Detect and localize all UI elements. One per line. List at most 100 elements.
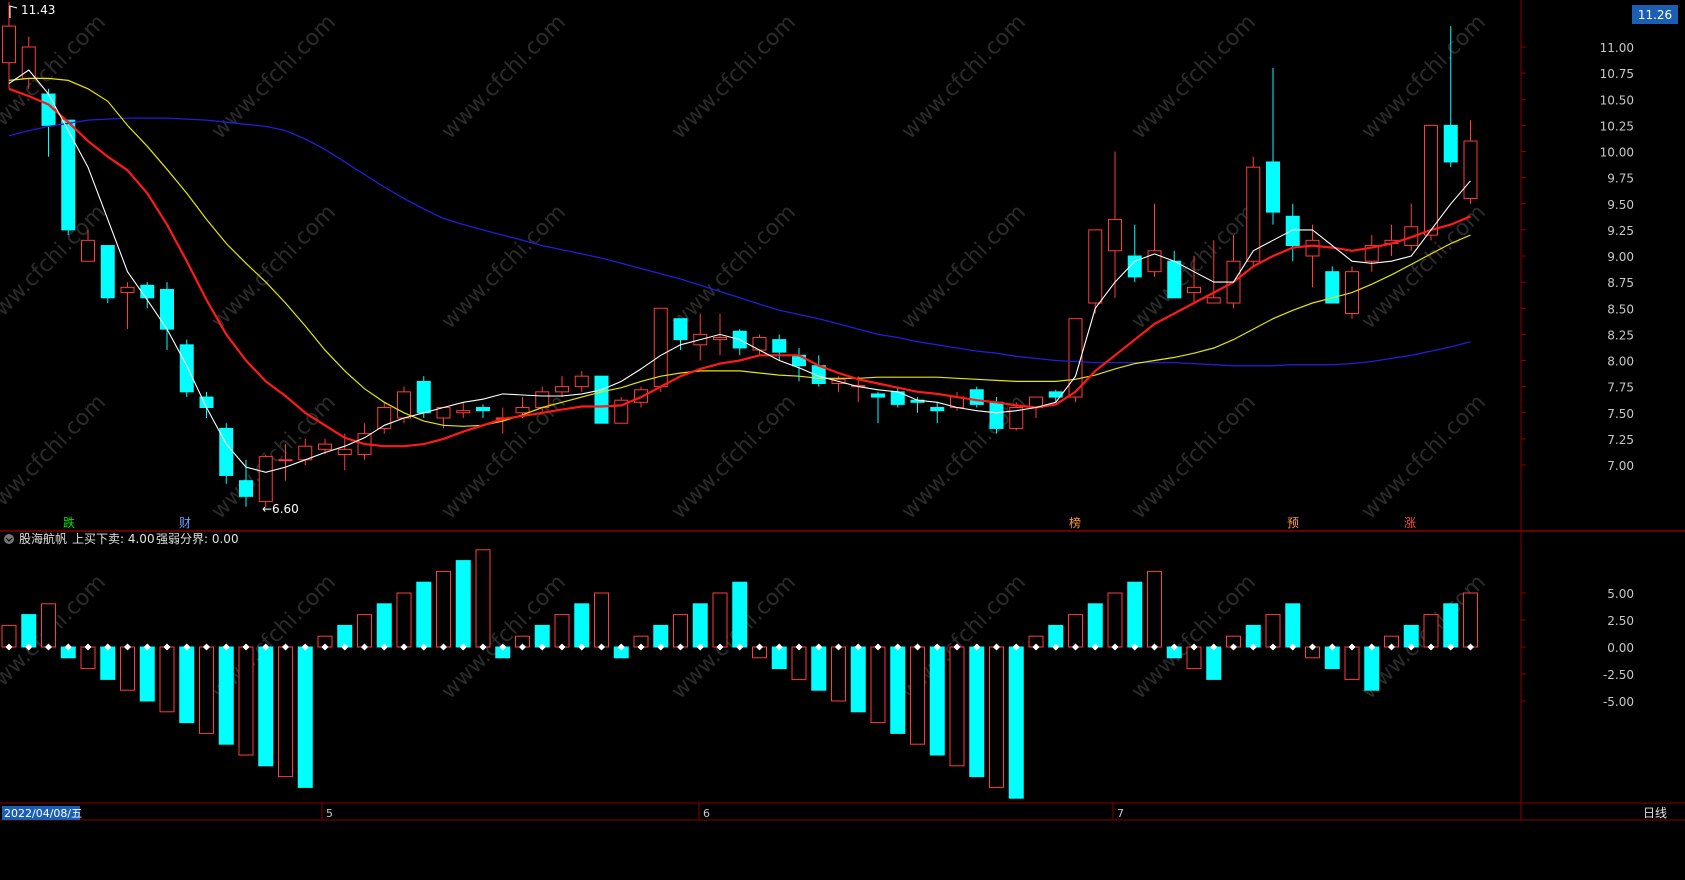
candle[interactable]	[1068, 318, 1083, 403]
candle[interactable]	[1325, 266, 1340, 304]
indicator-bar[interactable]	[1087, 603, 1103, 648]
indicator-bar[interactable]	[594, 592, 609, 648]
candle[interactable]	[1108, 151, 1122, 298]
indicator-bar[interactable]	[574, 603, 590, 648]
candle[interactable]	[278, 444, 293, 481]
candle[interactable]	[61, 119, 76, 236]
indicator-bar[interactable]	[258, 646, 274, 767]
candle[interactable]	[555, 376, 569, 398]
indicator-bar[interactable]	[475, 549, 491, 648]
candle[interactable]	[1088, 229, 1103, 314]
candle[interactable]	[1285, 203, 1300, 262]
candle[interactable]	[1364, 235, 1379, 272]
candle[interactable]	[1246, 156, 1261, 267]
indicator-bar[interactable]	[1265, 614, 1281, 648]
candle[interactable]	[456, 402, 471, 418]
indicator-bar[interactable]	[1285, 603, 1301, 648]
candle[interactable]	[1187, 256, 1201, 304]
indicator-bar[interactable]	[1364, 646, 1380, 691]
indicator-bar[interactable]	[297, 646, 313, 788]
candle[interactable]	[1463, 120, 1478, 204]
indicator-bar[interactable]	[1068, 614, 1083, 648]
indicator-bar[interactable]	[949, 646, 965, 767]
candle[interactable]	[377, 402, 392, 434]
indicator-bar[interactable]	[139, 646, 155, 702]
indicator-bar[interactable]	[712, 592, 728, 648]
candle[interactable]	[910, 397, 925, 413]
indicator-bar[interactable]	[1344, 646, 1360, 680]
indicator-bar[interactable]	[910, 646, 925, 745]
indicator-bar[interactable]	[870, 646, 886, 724]
indicator-bar[interactable]	[554, 614, 570, 648]
indicator-bar[interactable]	[831, 646, 846, 702]
indicator-bar[interactable]	[159, 646, 175, 713]
candle[interactable]	[160, 282, 174, 351]
candle[interactable]	[1147, 203, 1162, 277]
indicator-bar[interactable]	[1443, 603, 1459, 648]
indicator-bar[interactable]	[21, 614, 37, 648]
indicator-bar[interactable]	[1206, 646, 1222, 680]
candle[interactable]	[653, 307, 668, 392]
candle[interactable]	[219, 423, 234, 484]
candle[interactable]	[1404, 203, 1419, 251]
candle[interactable]	[179, 339, 194, 398]
candle[interactable]	[1266, 67, 1280, 225]
candle[interactable]	[298, 438, 313, 465]
indicator-bar[interactable]	[120, 646, 135, 691]
candle[interactable]	[357, 423, 372, 460]
indicator-bar[interactable]	[732, 581, 748, 648]
indicator-bar[interactable]	[969, 646, 985, 778]
candle[interactable]	[1384, 224, 1399, 256]
candle[interactable]	[258, 454, 273, 507]
candle[interactable]	[574, 370, 589, 392]
indicator-bar[interactable]	[1147, 570, 1162, 648]
indicator-bar[interactable]	[929, 646, 945, 756]
candle[interactable]	[811, 355, 826, 387]
candle[interactable]	[1167, 250, 1182, 299]
candle[interactable]	[594, 375, 609, 424]
candle[interactable]	[752, 334, 767, 356]
candle[interactable]	[871, 391, 885, 424]
candle[interactable]	[41, 88, 56, 157]
candle[interactable]	[140, 282, 155, 309]
indicator-bar[interactable]	[376, 603, 392, 648]
candle[interactable]	[120, 282, 135, 330]
candle[interactable]	[1009, 402, 1024, 431]
indicator-bar[interactable]	[179, 646, 195, 724]
candle[interactable]	[930, 402, 945, 424]
indicator-bar[interactable]	[100, 646, 116, 680]
indicator-bar[interactable]	[1463, 592, 1478, 648]
indicator-bar[interactable]	[436, 570, 451, 648]
indicator-bar[interactable]	[890, 646, 906, 734]
indicator-bar[interactable]	[1423, 614, 1439, 648]
candle[interactable]	[1127, 224, 1142, 283]
indicator-bar[interactable]	[218, 646, 234, 745]
candle[interactable]	[337, 433, 352, 471]
candle[interactable]	[1305, 224, 1320, 288]
indicator-bar[interactable]	[238, 646, 254, 756]
candle[interactable]	[969, 386, 984, 408]
candle[interactable]	[614, 397, 629, 424]
indicator-bar[interactable]	[396, 592, 412, 648]
candle[interactable]	[81, 229, 95, 262]
collapse-icon[interactable]	[4, 534, 14, 544]
indicator-bar[interactable]	[41, 603, 56, 648]
indicator-bar[interactable]	[673, 614, 688, 648]
candle[interactable]	[2, 2, 16, 89]
candle[interactable]	[1443, 26, 1458, 168]
candle[interactable]	[476, 404, 490, 418]
candle[interactable]	[772, 334, 787, 361]
indicator-bar[interactable]	[357, 614, 372, 648]
indicator-bar[interactable]	[1127, 581, 1143, 648]
indicator-bar[interactable]	[1107, 592, 1123, 648]
indicator-header[interactable]: 股海航帆 上买下卖: 4.00 强弱分界: 0.00	[4, 531, 239, 546]
indicator-bar[interactable]	[791, 646, 807, 680]
indicator-bar[interactable]	[1008, 646, 1024, 799]
candle[interactable]	[100, 245, 115, 304]
indicator-bar[interactable]	[692, 603, 708, 648]
candle[interactable]	[416, 376, 431, 418]
indicator-bar[interactable]	[989, 646, 1004, 788]
indicator-bar[interactable]	[850, 646, 866, 713]
